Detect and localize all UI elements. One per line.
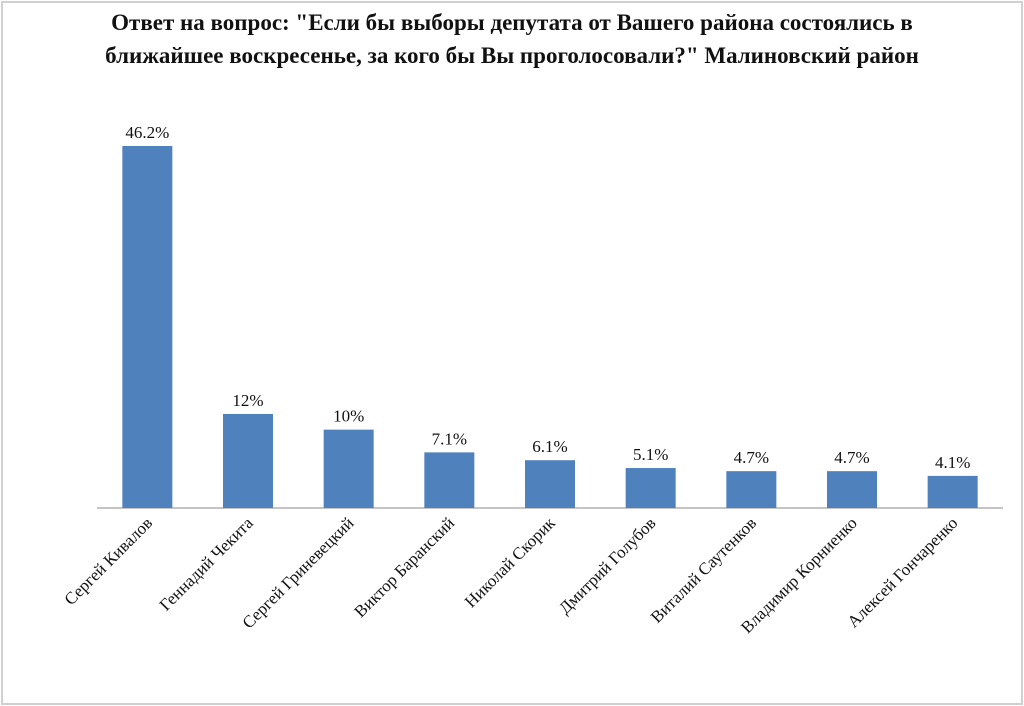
chart-title: Ответ на вопрос: "Если бы выборы депутат… xyxy=(105,10,919,68)
bar xyxy=(223,413,273,508)
x-tick-label: Геннадий Чекита xyxy=(156,513,257,614)
x-tick-label: Николай Скорик xyxy=(461,513,559,611)
x-tick-label: Владимир Корниенко xyxy=(737,513,861,637)
bar xyxy=(927,475,978,508)
x-tick-label: Сергей Кивалов xyxy=(61,513,157,609)
data-label: 10% xyxy=(333,407,364,426)
x-tick-label: Виктор Баранский xyxy=(350,513,458,621)
data-label: 4.7% xyxy=(734,448,769,467)
bar xyxy=(525,460,575,508)
bar xyxy=(424,452,475,508)
x-tick-label: Дмитрий Голубов xyxy=(555,513,659,617)
bar xyxy=(122,146,173,508)
x-tick-label: Алексей Гончаренко xyxy=(844,513,962,631)
data-label: 46.2% xyxy=(125,123,169,142)
data-label: 4.1% xyxy=(935,453,970,472)
bar xyxy=(827,471,877,508)
data-label: 5.1% xyxy=(633,445,668,464)
data-label: 4.7% xyxy=(834,448,869,467)
bar xyxy=(625,468,676,508)
data-label: 7.1% xyxy=(432,429,467,448)
x-tick-label: Сергей Гриневецкий xyxy=(239,513,358,632)
bar xyxy=(323,429,374,508)
bar xyxy=(726,471,777,508)
data-label: 6.1% xyxy=(532,437,567,456)
x-tick-label: Виталий Саутенков xyxy=(647,513,760,626)
data-label: 12% xyxy=(232,391,263,410)
